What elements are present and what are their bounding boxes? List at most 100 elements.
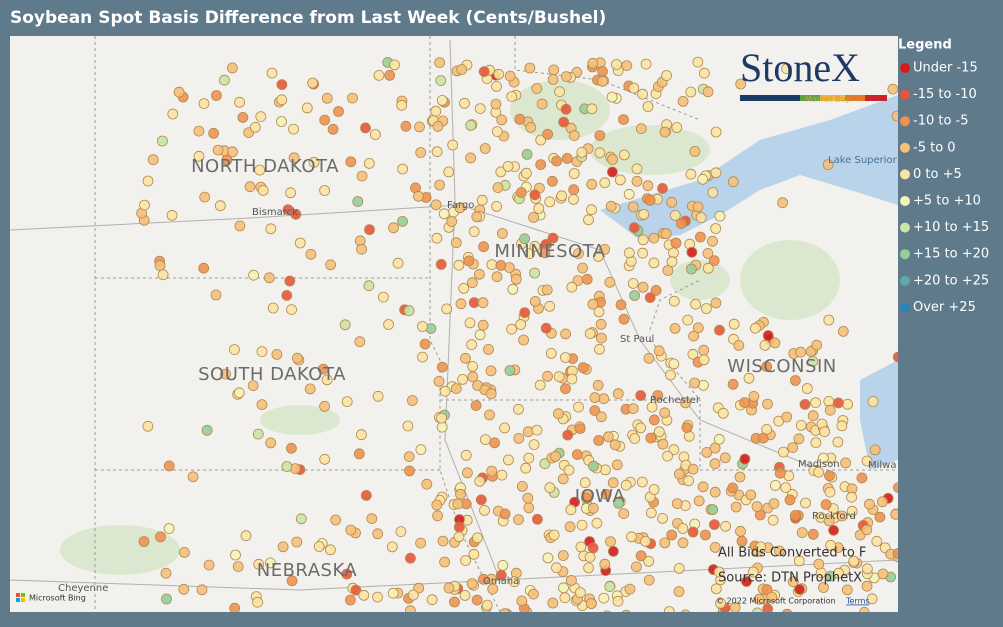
- bid-dot: [513, 432, 525, 444]
- bid-dot: [755, 541, 767, 553]
- bid-dot: [277, 541, 289, 553]
- bid-dot: [535, 134, 547, 146]
- bid-dot: [257, 184, 269, 196]
- bid-dot: [471, 532, 483, 544]
- bid-dot: [541, 284, 553, 296]
- bid-dot: [345, 156, 357, 168]
- bid-dot: [528, 211, 539, 223]
- city-label: Omaha: [483, 576, 519, 587]
- bid-dot: [481, 599, 493, 611]
- bid-dot: [751, 501, 763, 512]
- bid-dot: [291, 536, 303, 548]
- legend-label: +5 to +10: [913, 194, 981, 209]
- bid-dot: [435, 75, 447, 86]
- bid-dot: [276, 116, 287, 127]
- bid-dot: [615, 299, 627, 311]
- bid-dot: [443, 582, 455, 594]
- bid-dot: [369, 129, 381, 140]
- bid-dot: [288, 123, 299, 135]
- bid-dot: [415, 537, 427, 549]
- bid-dot: [700, 529, 711, 541]
- bid-dot: [618, 313, 630, 325]
- bid-dot: [426, 594, 438, 606]
- bid-dot: [199, 191, 211, 203]
- bid-dot: [762, 398, 773, 410]
- bid-dot: [692, 322, 704, 334]
- bid-dot: [372, 528, 384, 540]
- bid-dot: [519, 307, 531, 319]
- bid-dot: [471, 211, 483, 223]
- bid-dot: [354, 336, 366, 348]
- bid-dot: [539, 247, 551, 259]
- bid-dot: [573, 401, 584, 413]
- bid-dot: [290, 208, 302, 220]
- bid-dot: [563, 464, 575, 476]
- bid-dot: [414, 121, 425, 133]
- bid-dot: [637, 88, 648, 100]
- bid-dot: [529, 189, 541, 201]
- bid-dot: [324, 544, 336, 556]
- bid-dot: [436, 421, 448, 433]
- bid-dot: [824, 470, 835, 482]
- bid-dot: [848, 555, 860, 567]
- bid-dot: [459, 97, 470, 109]
- bid-dot: [683, 475, 694, 487]
- bid-dot: [495, 166, 507, 178]
- bid-dot: [439, 385, 451, 397]
- bid-dot: [560, 383, 571, 395]
- bid-dot: [157, 269, 169, 281]
- bid-dot: [769, 337, 781, 349]
- bid-dot: [548, 529, 560, 541]
- terms-link[interactable]: Terms: [845, 597, 870, 606]
- bid-dot: [468, 548, 480, 560]
- bid-dot: [629, 433, 641, 444]
- bid-dot: [264, 557, 276, 569]
- bid-dot: [529, 267, 540, 279]
- bid-dot: [450, 383, 462, 395]
- bid-dot: [239, 613, 249, 623]
- bid-dot: [254, 164, 266, 176]
- bid-dot: [644, 292, 656, 304]
- bid-dot: [339, 319, 351, 331]
- bid-dot: [594, 130, 606, 141]
- bid-dot: [642, 180, 654, 192]
- bid-dot: [419, 338, 431, 350]
- bid-dot: [585, 598, 597, 609]
- bid-dot: [507, 283, 519, 295]
- bid-dot: [768, 498, 780, 510]
- bid-dot: [568, 184, 580, 196]
- bid-dot: [484, 409, 495, 421]
- bid-dot: [208, 127, 220, 139]
- bid-dot: [467, 360, 479, 372]
- bid-dot: [583, 214, 594, 226]
- bid-dot: [653, 345, 665, 357]
- bid-dot: [807, 410, 819, 422]
- bid-dot: [366, 513, 378, 524]
- bid-dot: [862, 563, 873, 575]
- bid-dot: [489, 437, 501, 449]
- bid-dot: [618, 114, 629, 125]
- city-label: Fargo: [447, 200, 474, 211]
- bid-dot: [685, 86, 697, 98]
- logo-brand: StoneX: [740, 45, 860, 90]
- bid-dot: [540, 322, 552, 334]
- bid-dot: [436, 412, 448, 424]
- bid-dot: [710, 126, 722, 138]
- bid-dot: [599, 177, 611, 189]
- bid-dot: [576, 146, 588, 158]
- bid-dot: [716, 611, 722, 612]
- bid-dot: [715, 597, 726, 609]
- bid-dot: [753, 593, 765, 605]
- bid-dot: [240, 530, 252, 542]
- bid-dot: [388, 222, 399, 234]
- legend-swatch: [900, 142, 910, 153]
- bid-dot: [147, 154, 159, 166]
- bid-dot: [659, 537, 671, 549]
- bid-dot: [363, 157, 375, 169]
- bid-dot: [515, 319, 527, 330]
- legend-swatch: [900, 196, 910, 206]
- bid-dot: [561, 152, 573, 164]
- bid-dot: [611, 59, 622, 70]
- bid-dot: [662, 265, 674, 276]
- bid-dot: [587, 298, 599, 310]
